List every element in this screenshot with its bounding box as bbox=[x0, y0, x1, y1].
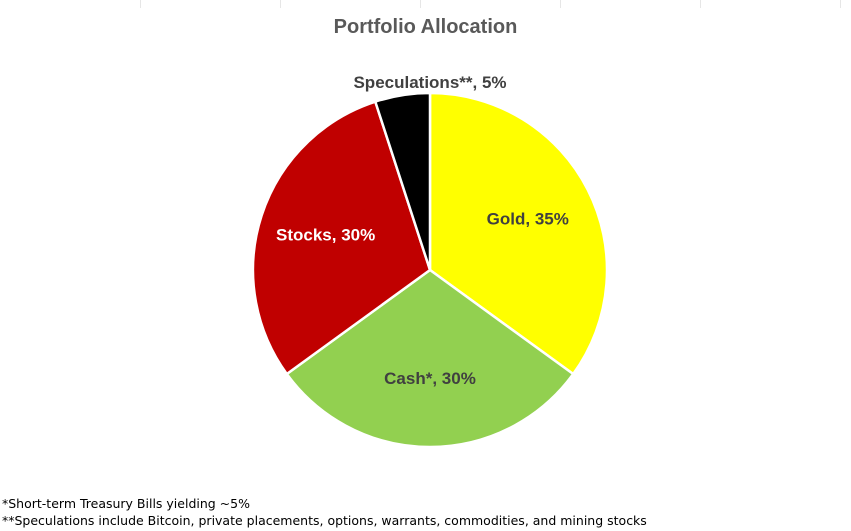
gridline bbox=[140, 0, 141, 8]
footnote-speculations: **Speculations include Bitcoin, private … bbox=[2, 513, 647, 528]
data-label-stocks: Stocks, 30% bbox=[276, 226, 375, 245]
pie-slice-stocks bbox=[251, 100, 432, 376]
pie-data-labels: Gold, 35% Cash*, 30% Stocks, 30% Speculatio… bbox=[276, 73, 569, 388]
gridline bbox=[420, 0, 421, 8]
pie-slice-gold bbox=[428, 91, 609, 376]
gridline bbox=[560, 0, 561, 8]
pie-slice-speculations bbox=[374, 91, 432, 272]
gridline bbox=[700, 0, 701, 8]
footnote-treasury-bills: *Short-term Treasury Bills yielding ~5% bbox=[2, 496, 250, 511]
data-label-gold: Gold, 35% bbox=[487, 210, 569, 229]
data-label-cash: Cash*, 30% bbox=[384, 369, 476, 388]
chart-title: Portfolio Allocation bbox=[333, 16, 518, 38]
data-label-speculations: Speculations**, 5% bbox=[353, 73, 506, 92]
pie-chart: Gold, 35% Cash*, 30% Stocks, 30% Speculatio… bbox=[251, 73, 609, 449]
pie-slice-cash bbox=[285, 268, 575, 449]
gridline bbox=[280, 0, 281, 8]
pie-slices bbox=[251, 91, 609, 449]
gridline bbox=[840, 0, 841, 8]
